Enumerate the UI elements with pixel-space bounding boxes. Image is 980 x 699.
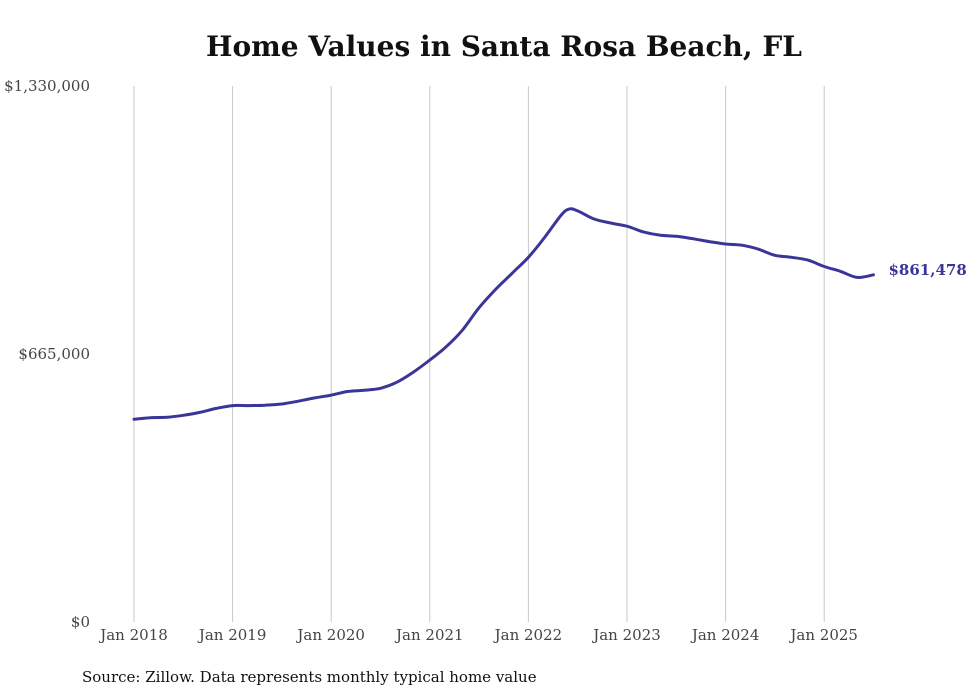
x-tick-label: Jan 2022 [493, 626, 563, 644]
series-line [132, 207, 875, 421]
x-tick-label: Jan 2018 [98, 626, 168, 644]
x-tick-label: Jan 2021 [394, 626, 464, 644]
y-axis-ticks: $0 $665,000 $1,330,000 [4, 77, 90, 631]
vertical-gridlines [133, 86, 825, 622]
x-tick-label: Jan 2023 [591, 626, 661, 644]
x-tick-label: Jan 2025 [788, 626, 858, 644]
chart-title: Home Values in Santa Rosa Beach, FL [206, 30, 802, 63]
x-tick-label: Jan 2020 [295, 626, 365, 644]
x-tick-label: Jan 2024 [690, 626, 760, 644]
source-note: Source: Zillow. Data represents monthly … [82, 668, 537, 686]
y-tick-label: $1,330,000 [4, 77, 90, 95]
x-axis-ticks: Jan 2018 Jan 2019 Jan 2020 Jan 2021 Jan 2022… [98, 626, 858, 644]
y-tick-label: $0 [71, 613, 90, 631]
x-tick-label: Jan 2019 [197, 626, 267, 644]
end-value-label: $861,478 [889, 261, 967, 279]
y-tick-label: $665,000 [18, 345, 90, 363]
